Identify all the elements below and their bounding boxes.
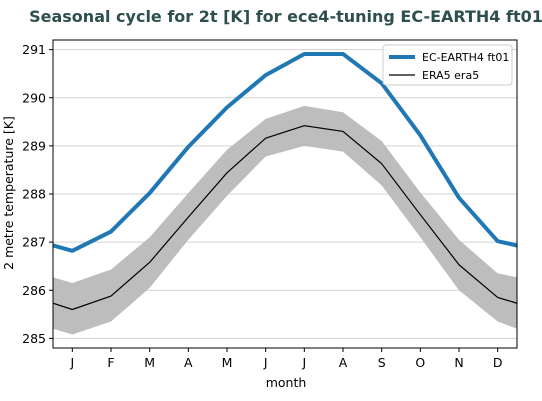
x-tick-label: D: [493, 355, 503, 370]
x-tick-label: O: [415, 355, 425, 370]
series-line-ec-earth4-ft01: [52, 51, 518, 253]
x-tick-label: A: [184, 355, 193, 370]
legend-label-era5: ERA5 era5: [422, 69, 479, 82]
series-lines: [52, 51, 518, 311]
y-axis-ticks: 285 286 287 288 289 290 291: [22, 42, 53, 346]
x-tick-label: F: [107, 355, 114, 370]
legend: EC-EARTH4 ft01 ERA5 era5: [382, 44, 513, 86]
legend-box: [382, 44, 513, 86]
legend-label-ec-earth4-ft01: EC-EARTH4 ft01: [422, 51, 509, 64]
x-axis-label: month: [266, 375, 307, 390]
x-tick-label: M: [144, 355, 155, 370]
chart-title: Seasonal cycle for 2t [K] for ece4-tunin…: [29, 7, 542, 26]
y-tick-label: 288: [22, 187, 46, 202]
y-axis-label: 2 metre temperature [K]: [1, 116, 16, 270]
x-tick-label: N: [454, 355, 463, 370]
y-tick-label: 286: [22, 283, 46, 298]
x-tick-label: J: [69, 355, 74, 370]
series-line-era5: [52, 125, 518, 311]
y-tick-label: 289: [22, 138, 46, 153]
x-tick-label: J: [263, 355, 268, 370]
y-tick-label: 290: [22, 90, 46, 105]
y-tick-label: 287: [22, 235, 46, 250]
y-tick-label: 291: [22, 42, 46, 57]
x-tick-label: M: [222, 355, 233, 370]
x-tick-label: A: [339, 355, 348, 370]
x-tick-label: J: [301, 355, 306, 370]
y-tick-label: 285: [22, 331, 46, 346]
x-tick-label: S: [378, 355, 386, 370]
